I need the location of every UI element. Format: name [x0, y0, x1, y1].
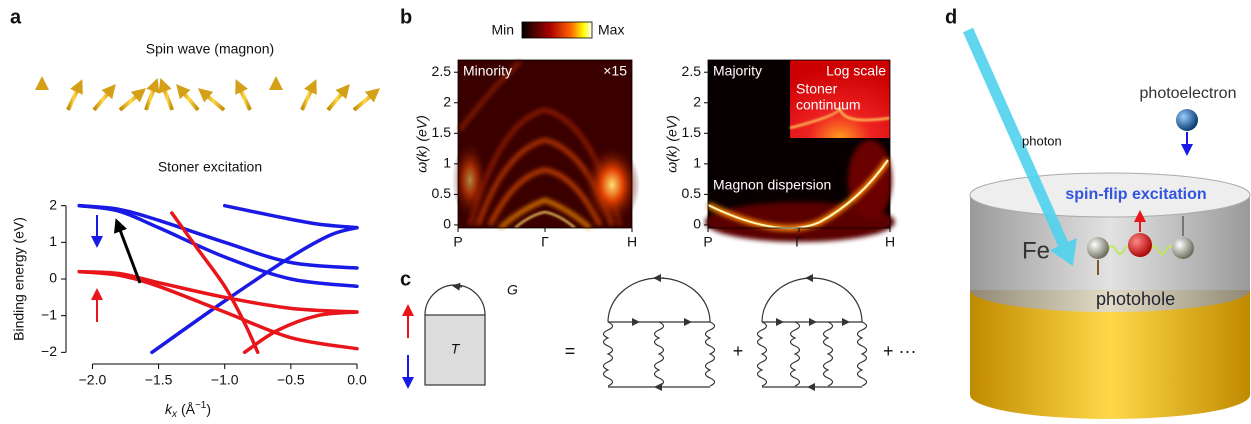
y-axis-label: ω(k) (eV)	[414, 115, 430, 173]
spin-arrow	[354, 92, 375, 110]
y-tick-label: 1.5	[432, 124, 452, 140]
t-label: T	[451, 341, 461, 357]
panel-label: d	[945, 6, 957, 28]
colorbar-min: Min	[491, 22, 514, 38]
equals: =	[565, 341, 576, 361]
photoelectron-label: photoelectron	[1140, 85, 1237, 102]
atom	[1128, 233, 1152, 257]
panel-label: b	[400, 6, 412, 28]
x-axis-label: kx(Å−1)	[165, 400, 211, 420]
y-tick-label: 0.5	[432, 185, 452, 201]
x-tick-label: P	[453, 234, 462, 250]
g-label: G	[507, 282, 518, 298]
spin-arrow	[162, 84, 172, 110]
colorbar-max: Max	[598, 22, 624, 38]
band-line	[172, 213, 258, 352]
x-label-unit: (Å	[181, 401, 196, 417]
heatmap-image	[452, 60, 640, 228]
y-tick-label: 2.5	[682, 63, 702, 79]
panel-title: Stoner excitation	[158, 159, 262, 175]
spin-arrow	[328, 89, 346, 110]
interaction-line	[824, 322, 833, 386]
panel-title: Spin wave (magnon)	[146, 41, 274, 57]
spin-arrow	[302, 85, 314, 110]
x-tick-label: H	[627, 234, 637, 250]
plus-more: + ···	[883, 341, 917, 361]
band-plot: 2 1 0 −1 −2 −2.0 −1.5 −1.0 −0.5 0.0 Binding energy…	[11, 196, 367, 419]
propagator-arc	[608, 278, 710, 322]
magnon-arrows	[42, 82, 375, 110]
annotation: continuum	[796, 97, 861, 113]
x-tick-label: Γ	[795, 234, 803, 250]
x-tick-label: −1.5	[145, 372, 173, 388]
x-tick-label: −0.5	[277, 372, 305, 388]
material-label: Fe	[1022, 237, 1050, 264]
diagrams	[408, 278, 867, 387]
spin-arrow	[146, 84, 156, 110]
y-tick-label: 0	[443, 216, 451, 232]
photohole-label: photohole	[1096, 289, 1175, 309]
x-label-subscript: x	[171, 409, 178, 420]
annotation: ×15	[603, 63, 627, 79]
interaction-line	[758, 322, 767, 386]
y-axis-label: Binding energy (eV)	[11, 217, 27, 341]
y-tick-label: 2	[49, 196, 57, 212]
spin-arrow	[203, 92, 224, 110]
y-tick-label: −1	[41, 306, 57, 322]
feature	[452, 140, 488, 220]
interaction-line	[791, 322, 800, 386]
interaction-line	[706, 322, 715, 386]
annotation: Minority	[463, 63, 512, 79]
interaction-line	[655, 322, 664, 386]
y-tick-label: 1	[693, 155, 701, 171]
y-tick-label: 0	[49, 270, 57, 286]
propagator-arrow	[454, 286, 462, 287]
feature	[584, 145, 640, 225]
atom	[1087, 237, 1109, 259]
x-tick-label: H	[885, 234, 895, 250]
figure: a b c d Spin wave (magnon) Stoner excita…	[0, 0, 1251, 424]
band-line	[225, 206, 357, 228]
propagator-arc	[425, 285, 485, 315]
x-label-close: )	[206, 401, 211, 417]
y-tick-label: 2	[693, 93, 701, 109]
spin-arrow	[238, 85, 250, 110]
photoelectron-ball	[1176, 109, 1198, 131]
x-tick-label: P	[703, 234, 712, 250]
x-tick-label: −1.0	[211, 372, 239, 388]
photon-label: photon	[1022, 133, 1062, 148]
annotation: Magnon dispersion	[713, 177, 831, 193]
y-tick-label: 0	[693, 216, 701, 232]
y-tick-label: 2	[443, 93, 451, 109]
spin-arrow	[68, 85, 80, 110]
band-line	[79, 206, 357, 268]
excitation-label: spin-flip excitation	[1065, 186, 1206, 203]
x-tick-label: Γ	[541, 234, 549, 250]
interaction-line	[858, 322, 867, 386]
propagator-arc	[762, 278, 862, 322]
annotation: Majority	[713, 63, 762, 79]
y-tick-label: 1	[49, 233, 57, 249]
y-tick-label: 1.5	[682, 124, 702, 140]
y-tick-label: 0.5	[682, 185, 702, 201]
annotation: Stoner	[796, 81, 838, 97]
spin-arrow	[180, 89, 198, 110]
x-tick-label: −2.0	[79, 372, 107, 388]
y-tick-label: 2.5	[432, 63, 452, 79]
colorbar	[522, 22, 592, 38]
spin-arrow	[94, 89, 112, 110]
atom	[1172, 237, 1194, 259]
spin-arrow	[120, 92, 141, 110]
panel-label: a	[10, 6, 22, 28]
y-tick-label: 1	[443, 155, 451, 171]
panel-label: c	[400, 268, 411, 290]
x-label-superscript: −1	[195, 400, 207, 411]
x-tick-label: 0.0	[347, 372, 367, 388]
plus: +	[733, 341, 744, 361]
y-axis-label: ω(k) (eV)	[664, 115, 680, 173]
annotation: Log scale	[826, 63, 886, 79]
y-tick-label: −2	[41, 343, 57, 359]
interaction-line	[604, 322, 613, 386]
